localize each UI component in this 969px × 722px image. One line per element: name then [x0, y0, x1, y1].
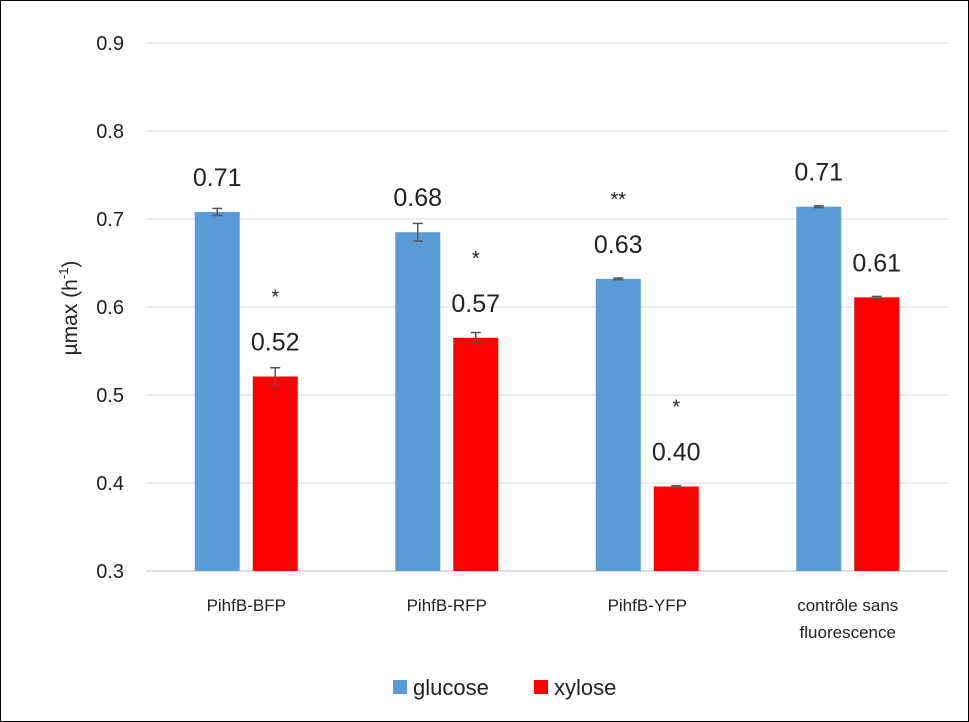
x-axis-categories: PihfB-BFP PihfB-RFP PihfB-YFP contrôle sans…	[207, 596, 899, 642]
legend-swatch-glucose	[393, 680, 407, 694]
data-label: 0.52	[251, 329, 300, 357]
legend: glucose xylose	[393, 675, 616, 700]
significance-marker: *	[271, 287, 279, 309]
bar-xylose	[453, 337, 499, 571]
significance-marker: **	[610, 189, 626, 211]
y-tick-label: 0.4	[96, 473, 124, 495]
category-label: PihfB-YFP	[608, 596, 687, 615]
y-tick-label: 0.8	[96, 121, 124, 143]
category-label: PihfB-BFP	[207, 596, 286, 615]
y-tick-label: 0.9	[96, 33, 124, 55]
category-label-line2: fluorescence	[800, 623, 896, 642]
bar-xylose	[653, 486, 699, 571]
data-label: 0.61	[852, 249, 901, 277]
error-bars	[212, 205, 882, 489]
value-labels: 0.71 0.52 * 0.68 0.57 * 0.63 ** 0.40 * 0.71 0.61	[193, 159, 901, 467]
legend-label: xylose	[554, 675, 616, 700]
y-axis-ticks: 0.9 0.8 0.7 0.6 0.5 0.4 0.3	[96, 33, 124, 583]
y-tick-label: 0.5	[96, 385, 124, 407]
y-tick-label: 0.7	[96, 209, 124, 231]
bar-glucose	[796, 206, 842, 571]
bars	[194, 206, 900, 571]
data-label: 0.63	[594, 231, 643, 259]
data-label: 0.68	[393, 184, 442, 212]
category-label: contrôle sans	[797, 596, 898, 615]
significance-marker: *	[472, 248, 480, 270]
bar-glucose	[595, 278, 641, 571]
category-label: PihfB-RFP	[407, 596, 487, 615]
y-tick-label: 0.6	[96, 297, 124, 319]
y-axis-title: µmax (h-1)	[56, 261, 82, 356]
data-label: 0.40	[652, 439, 701, 467]
data-label: 0.71	[193, 164, 242, 192]
data-label: 0.57	[451, 290, 500, 318]
legend-swatch-xylose	[534, 680, 548, 694]
bar-xylose	[854, 297, 900, 571]
significance-marker: *	[672, 397, 680, 419]
bar-glucose	[395, 232, 441, 571]
bar-glucose	[194, 211, 240, 571]
bar-xylose	[252, 376, 298, 571]
data-label: 0.71	[794, 159, 843, 187]
y-tick-label: 0.3	[96, 561, 124, 583]
legend-label: glucose	[413, 675, 489, 700]
